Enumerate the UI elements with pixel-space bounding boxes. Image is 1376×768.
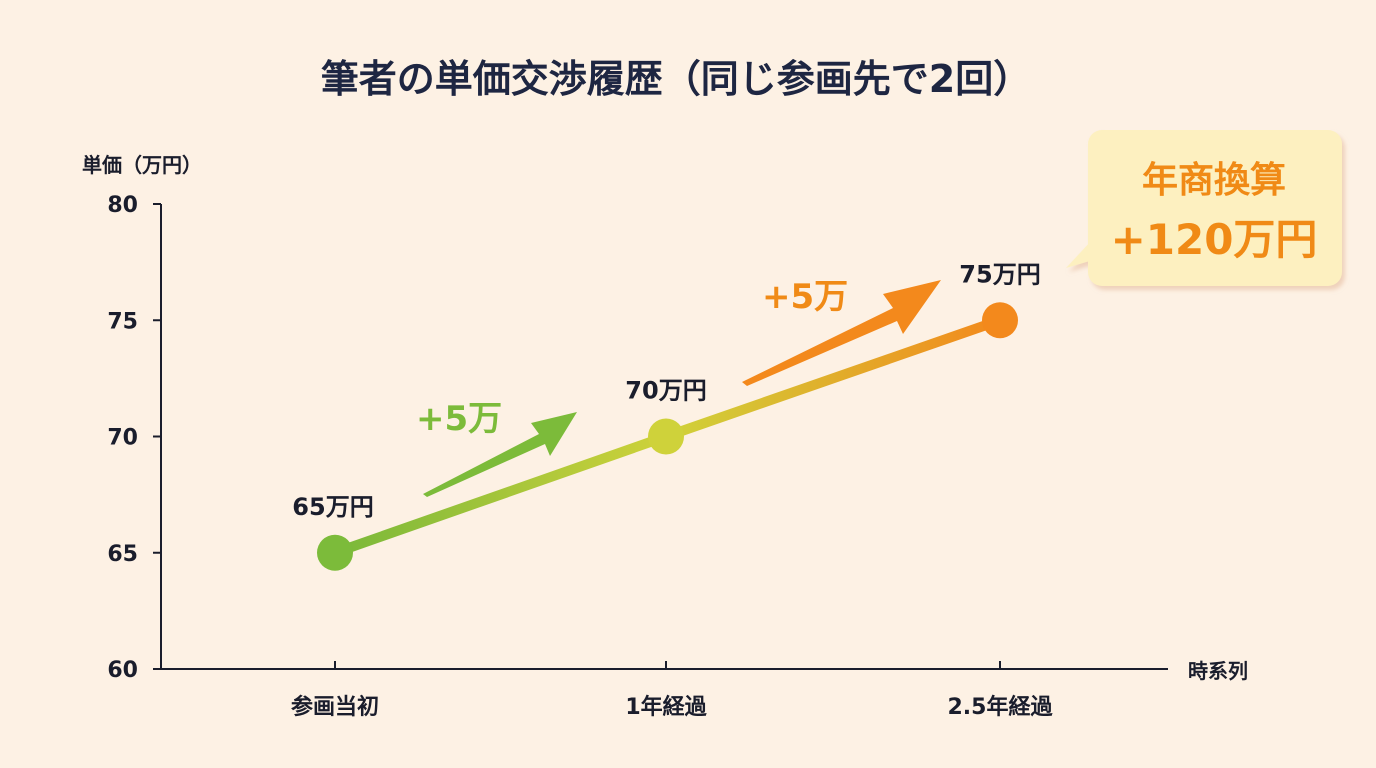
delta-label-1: +5万 — [416, 399, 502, 439]
delta-label-2: +5万 — [762, 277, 848, 317]
delta-arrow-2 — [742, 280, 941, 386]
series-points — [317, 302, 1018, 571]
data-point-0 — [317, 534, 353, 571]
callout — [1066, 130, 1342, 286]
x-tick-label-2: 2.5年経過 — [948, 694, 1054, 720]
y-axis-label: 単価（万円） — [82, 153, 202, 177]
callout-line-1: 年商換算 — [1142, 160, 1286, 201]
data-point-2 — [982, 302, 1018, 339]
callout-line-2: +120万円 — [1111, 215, 1318, 264]
data-point-1 — [648, 418, 684, 455]
x-tick-label-1: 1年経過 — [625, 694, 707, 720]
x-axis-label: 時系列 — [1188, 659, 1248, 683]
point-label-1: 70万円 — [625, 377, 706, 405]
point-label-2: 75万円 — [959, 260, 1040, 288]
y-tick-label-0: 80 — [107, 193, 138, 218]
point-label-0: 65万円 — [292, 493, 373, 521]
chart-title: 筆者の単価交渉履歴（同じ参画先で2回） — [321, 57, 1031, 101]
x-ticks: 参画当初 1年経過 2.5年経過 — [291, 661, 1053, 720]
y-tick-label-2: 70 — [107, 426, 138, 451]
point-labels: 65万円 70万円 75万円 — [292, 260, 1040, 521]
y-tick-label-3: 65 — [107, 542, 138, 567]
x-tick-label-0: 参画当初 — [291, 694, 379, 720]
y-tick-label-1: 75 — [107, 309, 138, 334]
y-ticks: 80 75 70 65 60 — [107, 193, 161, 683]
y-tick-label-4: 60 — [107, 658, 138, 683]
delta-arrow-1 — [423, 412, 577, 497]
